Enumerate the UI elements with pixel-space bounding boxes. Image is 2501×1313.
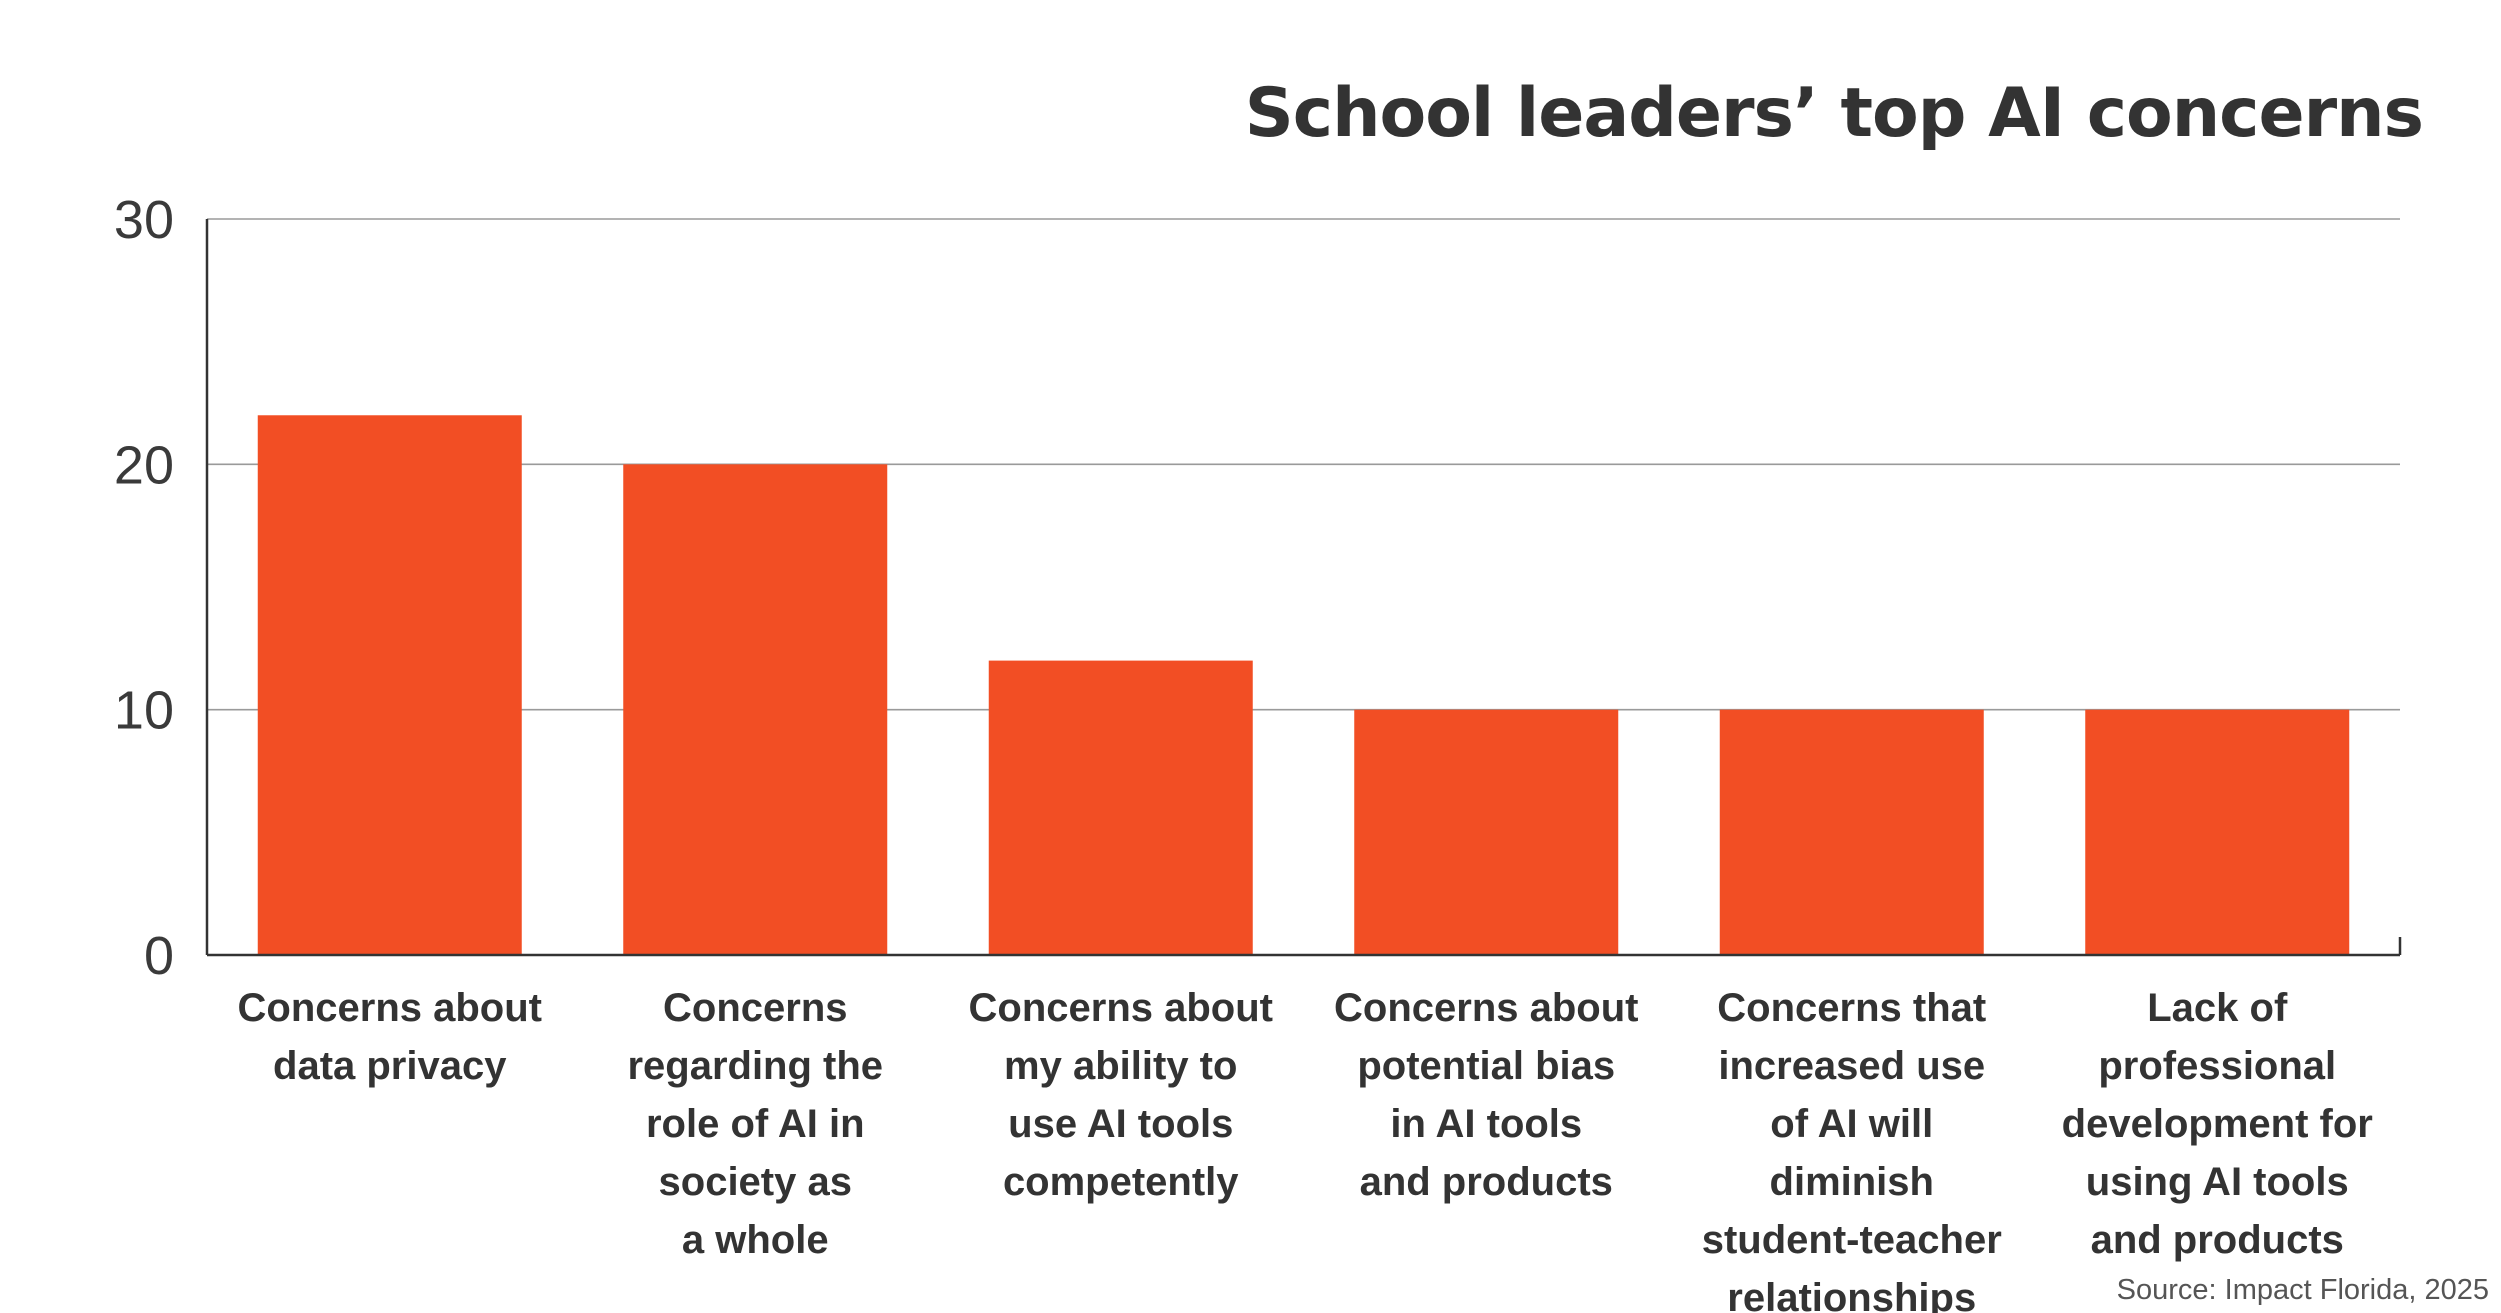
x-category-label-line: a whole [682, 1218, 829, 1262]
x-category-label: Concerns about my ability to use AI tools c… [969, 986, 1273, 1204]
x-category-label-line: using AI tools [2086, 1160, 2349, 1204]
x-category-label-line: potential bias [1357, 1044, 1615, 1088]
x-category-label-line: Concerns about [238, 986, 542, 1030]
bar [1719, 709, 1984, 955]
x-category-label-line: Lack of [2147, 986, 2288, 1030]
x-category-label: Concerns about potential bias in AI tools a… [1334, 986, 1638, 1204]
x-category-label-line: in AI tools [1390, 1102, 1582, 1146]
gridlines [207, 218, 2400, 711]
x-category-label-line: competently [1003, 1160, 1239, 1204]
axes [205, 219, 2402, 957]
bar [1354, 709, 1619, 955]
x-category-label-line: Concerns about [969, 986, 1273, 1030]
y-tick-label: 30 [114, 190, 174, 250]
bar [257, 415, 522, 955]
x-category-label-line: increased use [1718, 1044, 1985, 1088]
source-note: Source: Impact Florida, 2025 [2116, 1274, 2489, 1306]
y-tick-labels: 0 10 20 30 [114, 190, 174, 986]
x-category-label-line: professional [2098, 1044, 2336, 1088]
x-category-label-line: of AI will [1770, 1102, 1933, 1146]
x-category-label-line: society as [659, 1160, 852, 1204]
x-category-label-line: regarding the [627, 1044, 883, 1088]
x-category-label-line: development for [2062, 1102, 2373, 1146]
x-category-label: Concerns regarding the role of AI in societ… [627, 986, 883, 1262]
y-tick-label: 20 [114, 435, 174, 495]
x-category-label: Concerns that increased use of AI will dimi… [1702, 986, 2002, 1313]
x-category-label: Lack of professional development for using … [2062, 986, 2373, 1262]
bar [988, 660, 1253, 955]
x-category-label-line: Concerns that [1717, 986, 1986, 1030]
x-category-label-line: relationships [1727, 1276, 1976, 1313]
x-category-label-line: use AI tools [1008, 1102, 1233, 1146]
x-category-label-line: and products [2091, 1218, 2344, 1262]
x-category-label-line: and products [1360, 1160, 1613, 1204]
x-category-label-line: Concerns [663, 986, 848, 1030]
x-category-label-line: data privacy [273, 1044, 507, 1088]
x-category-label-line: role of AI in [646, 1102, 865, 1146]
x-category-label-line: diminish [1770, 1160, 1934, 1204]
bars [257, 415, 2350, 955]
x-category-label-line: my ability to [1004, 1044, 1237, 1088]
y-tick-label: 10 [114, 681, 174, 741]
chart-title: School leaders’ top AI concerns [1244, 74, 2424, 153]
category-labels: Concerns about data privacy Concerns regard… [238, 986, 2373, 1313]
bar [623, 464, 888, 955]
y-tick-label: 0 [144, 926, 174, 986]
x-category-label: Concerns about data privacy [238, 986, 542, 1088]
bar [2085, 709, 2350, 955]
x-category-label-line: Concerns about [1334, 986, 1638, 1030]
x-category-label-line: student-teacher [1702, 1218, 2002, 1262]
